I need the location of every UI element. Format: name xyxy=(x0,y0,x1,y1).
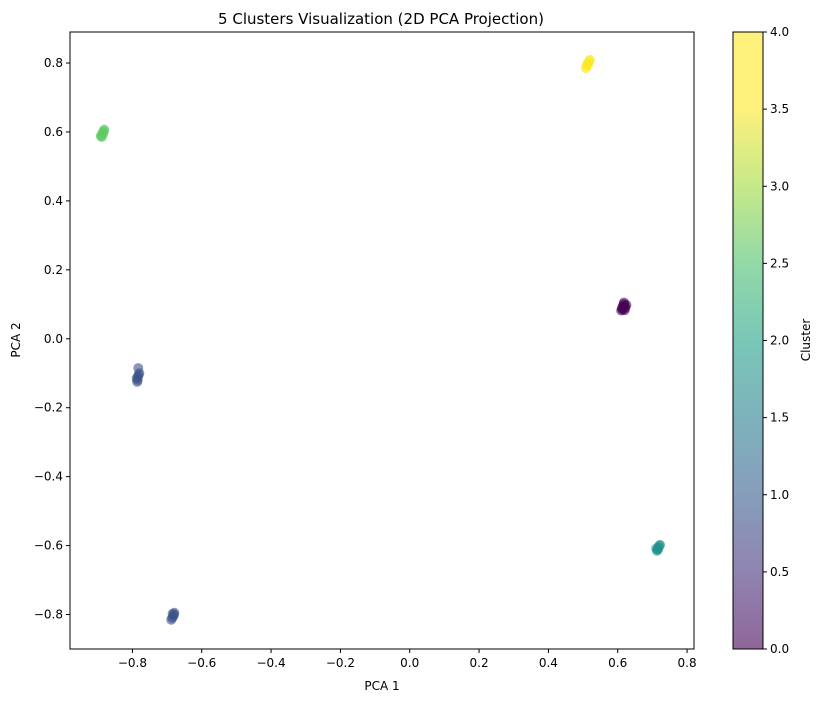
data-point-cluster-2 xyxy=(652,544,663,555)
y-tick-label: −0.4 xyxy=(34,470,63,484)
chart-title: 5 Clusters Visualization (2D PCA Project… xyxy=(218,10,544,28)
x-ticks: −0.8 −0.6 −0.4 −0.2 0.0 0.2 0.4 0.6 0.8 xyxy=(118,649,697,670)
colorbar-tick-label: 2.0 xyxy=(770,334,789,348)
x-tick-label: −0.4 xyxy=(256,656,285,670)
plot-frame xyxy=(69,31,695,650)
y-tick-label: 0.2 xyxy=(44,263,63,277)
x-tick-label: 0.4 xyxy=(539,656,558,670)
y-tick-label: −0.8 xyxy=(34,608,63,622)
data-point-cluster-0 xyxy=(619,305,630,316)
colorbar-tick-label: 2.5 xyxy=(770,256,789,270)
colorbar-ticks: 0.0 0.5 1.0 1.5 2.0 2.5 3.0 3.5 4.0 xyxy=(763,25,789,656)
colorbar-tick-label: 3.0 xyxy=(770,179,789,193)
colorbar-tick-label: 3.5 xyxy=(770,102,789,116)
colorbar-tick-label: 1.0 xyxy=(770,488,789,502)
x-tick-label: 0.0 xyxy=(400,656,419,670)
x-tick-label: 0.2 xyxy=(470,656,489,670)
y-ticks: −0.8 −0.6 −0.4 −0.2 0.0 0.2 0.4 0.6 0.8 xyxy=(34,56,70,622)
x-axis-label: PCA 1 xyxy=(364,679,399,693)
x-tick-label: 0.8 xyxy=(678,656,697,670)
y-axis-label: PCA 2 xyxy=(9,322,23,357)
data-point-cluster-1 xyxy=(167,608,178,619)
y-tick-label: −0.2 xyxy=(34,401,63,415)
colorbar-label: Cluster xyxy=(799,319,813,362)
data-point-cluster-1 xyxy=(132,376,143,387)
x-tick-label: 0.6 xyxy=(608,656,627,670)
data-point-cluster-4 xyxy=(582,58,593,69)
data-point-cluster-1 xyxy=(133,363,144,374)
colorbar xyxy=(732,31,764,650)
colorbar-tick-label: 0.0 xyxy=(770,642,789,656)
y-tick-label: 0.8 xyxy=(44,56,63,70)
colorbar-tick-label: 0.5 xyxy=(770,565,789,579)
y-tick-label: 0.6 xyxy=(44,125,63,139)
y-tick-label: 0.0 xyxy=(44,332,63,346)
x-tick-label: −0.2 xyxy=(326,656,355,670)
y-tick-label: −0.6 xyxy=(34,539,63,553)
plot-area xyxy=(95,54,666,625)
colorbar-tick-label: 1.5 xyxy=(770,411,789,425)
x-tick-label: −0.6 xyxy=(187,656,216,670)
y-tick-label: 0.4 xyxy=(44,194,63,208)
colorbar-tick-label: 4.0 xyxy=(770,25,789,39)
x-tick-label: −0.8 xyxy=(118,656,147,670)
data-point-cluster-3 xyxy=(99,124,110,135)
